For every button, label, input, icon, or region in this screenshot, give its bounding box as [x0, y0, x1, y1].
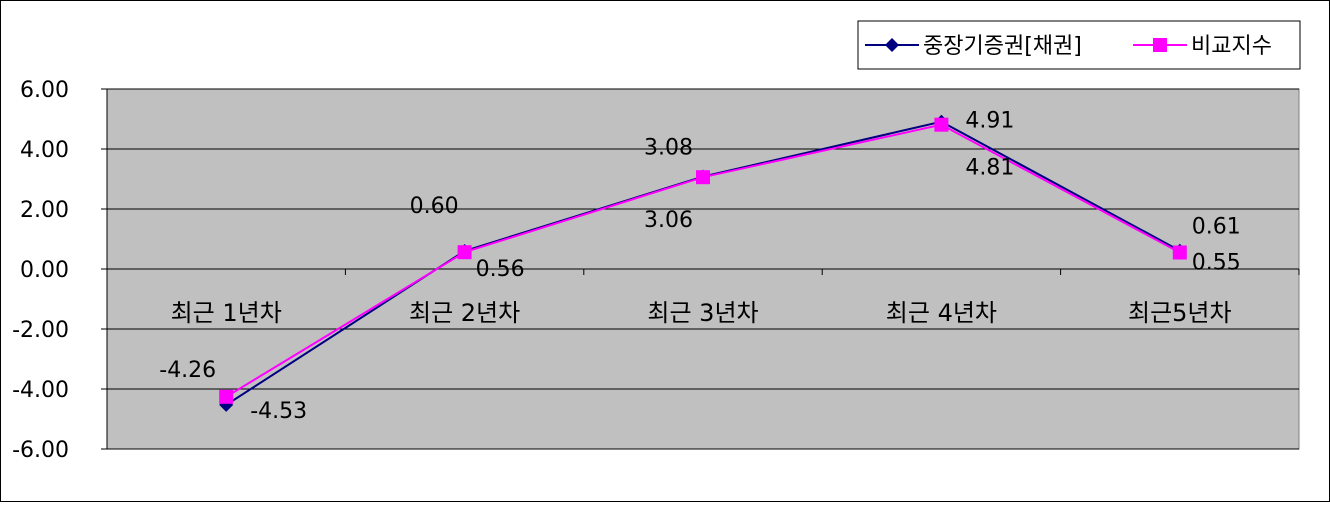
legend-box: [857, 20, 1301, 70]
data-label-bond: 3.08: [644, 136, 693, 161]
data-label-bond: 0.60: [410, 194, 459, 219]
y-tick-label: 4.00: [20, 138, 69, 163]
data-label-index: 3.06: [644, 208, 693, 233]
x-tick-label: 최근 3년차: [647, 299, 758, 327]
data-point-index: [457, 245, 472, 260]
y-tick-label: -2.00: [12, 318, 69, 343]
data-label-bond: -4.53: [250, 399, 307, 424]
gridlines: [107, 88, 1299, 450]
data-point-index: [219, 389, 234, 404]
legend: 중장기증권[채권] 비교지수: [857, 20, 1301, 70]
data-label-bond: 0.61: [1192, 215, 1241, 240]
y-tick-label: -6.00: [12, 438, 69, 463]
legend-square-marker: [1153, 38, 1167, 52]
legend-label-bond: 중장기증권[채권]: [923, 34, 1082, 59]
data-label-index: 0.56: [476, 257, 525, 282]
data-labels: -4.53 0.60 3.08 4.91 0.61 -4.26 0.56 3.06 4.81 0.…: [159, 109, 1241, 424]
data-label-index: 4.81: [965, 156, 1014, 181]
x-tick-label: 최근 2년차: [409, 299, 520, 327]
data-label-bond: 4.91: [965, 109, 1014, 134]
axes: 6.00 4.00 2.00 0.00 -2.00 -4.00 -6.00 최근 1년차 최근 …: [12, 78, 1300, 463]
legend-label-index: 비교지수: [1191, 34, 1272, 59]
y-tick-label: 0.00: [20, 258, 69, 283]
series: [219, 114, 1187, 412]
data-label-index: 0.55: [1192, 251, 1241, 276]
legend-diamond-marker: [885, 38, 899, 52]
x-tick-label: 최근 1년차: [171, 299, 282, 327]
data-label-index: -4.26: [159, 358, 216, 383]
data-point-index: [696, 170, 710, 185]
y-tick-label: 6.00: [20, 78, 69, 103]
x-tick-label: 최근 4년차: [886, 299, 997, 327]
x-tick-label: 최근5년차: [1128, 299, 1232, 327]
y-tick-label: -4.00: [12, 378, 69, 403]
y-tick-label: 2.00: [20, 198, 69, 223]
data-point-index: [934, 117, 949, 132]
data-point-index: [1172, 245, 1187, 260]
